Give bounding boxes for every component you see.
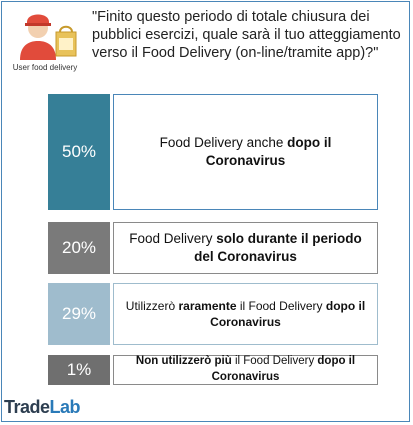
answer-text: Food Delivery anche dopo il Coronavirus bbox=[113, 94, 378, 210]
answer-text-bold: Non utilizzerò più bbox=[135, 355, 232, 368]
answer-text-bold: dopo il Coronavirus bbox=[211, 355, 356, 383]
percent-box: 29% bbox=[48, 283, 110, 345]
percent-box: 1% bbox=[48, 355, 110, 385]
answer-text: Non utilizzerò più il Food Delivery dopo… bbox=[113, 355, 378, 385]
answer-text-regular: Utilizzerò bbox=[125, 298, 179, 313]
answer-text-bold: solo durante il periodo del Coronavirus bbox=[194, 230, 362, 264]
answer-text-regular: Food Delivery bbox=[129, 230, 217, 246]
delivery-person-icon bbox=[10, 4, 78, 60]
answer-text: Food Delivery solo durante il periodo de… bbox=[113, 222, 378, 274]
answer-row: 29% Utilizzerò raramente il Food Delivery… bbox=[48, 283, 378, 345]
answer-text: Utilizzerò raramente il Food Delivery do… bbox=[113, 283, 378, 345]
answer-text-bold: dopo il Coronavirus bbox=[205, 134, 332, 168]
answer-text-bold: raramente bbox=[178, 298, 237, 313]
answer-row: 1% Non utilizzerò più il Food Delivery do… bbox=[48, 355, 378, 385]
answer-text-regular: Food Delivery anche bbox=[159, 134, 288, 150]
survey-question: "Finito questo periodo di totale chiusur… bbox=[92, 9, 401, 61]
answer-text-regular: il Food Delivery bbox=[236, 298, 326, 313]
percent-box: 50% bbox=[48, 94, 110, 210]
answer-row: 20% Food Delivery solo durante il periodo… bbox=[48, 222, 378, 274]
answer-text-bold: dopo il Coronavirus bbox=[210, 298, 366, 329]
answer-text-regular: il Food Delivery bbox=[231, 355, 318, 368]
icon-caption: User food delivery bbox=[12, 63, 78, 72]
answer-row: 50% Food Delivery anche dopo il Coronavir… bbox=[48, 94, 378, 210]
tradelab-logo: TradeLab bbox=[4, 397, 81, 417]
percent-box: 20% bbox=[48, 222, 110, 274]
